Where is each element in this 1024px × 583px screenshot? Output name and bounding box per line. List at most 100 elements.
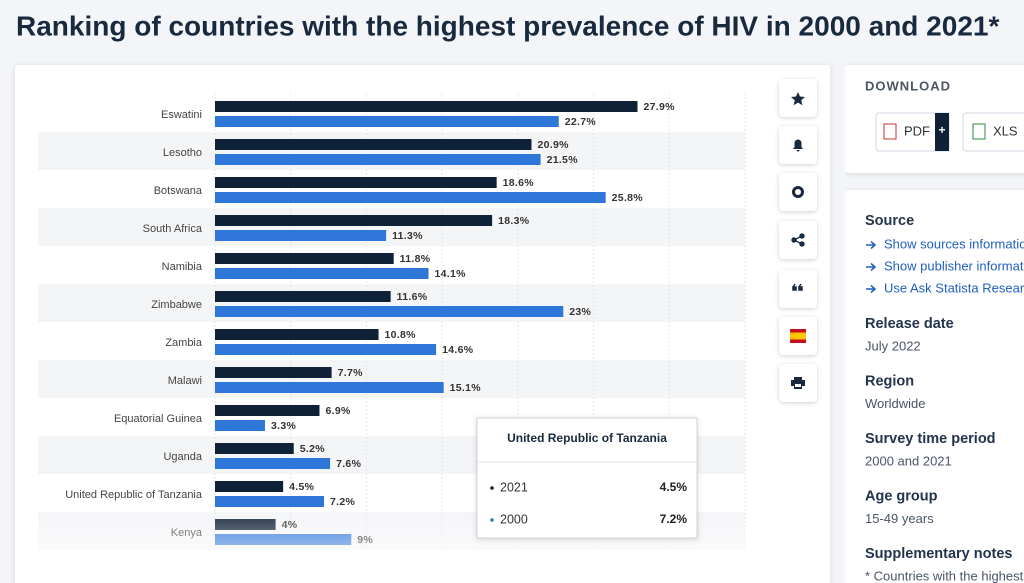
source-link[interactable]: Show publisher information bbox=[884, 258, 1024, 273]
value-label: 3.3% bbox=[271, 420, 296, 432]
value-label: 15.1% bbox=[450, 382, 482, 394]
share-button[interactable] bbox=[779, 221, 817, 259]
bar bbox=[215, 458, 331, 469]
value-label: 6.9% bbox=[325, 405, 350, 417]
value-label: 7.7% bbox=[338, 367, 363, 379]
bar bbox=[215, 253, 394, 264]
cite-button[interactable] bbox=[779, 270, 817, 308]
link-arrow bbox=[866, 240, 877, 250]
row-band bbox=[38, 208, 745, 246]
value-label: 11.8% bbox=[400, 253, 431, 265]
tooltip-box bbox=[476, 417, 698, 539]
value-label: 7.2% bbox=[330, 496, 355, 508]
category-label: Zambia bbox=[165, 337, 203, 349]
category-label: Uganda bbox=[163, 451, 202, 463]
print-icon-slot bbox=[795, 384, 801, 387]
tooltip-value: 7.2% bbox=[660, 512, 688, 526]
pdf-icon bbox=[883, 123, 897, 140]
xls-button[interactable] bbox=[962, 112, 1024, 152]
category-label: South Africa bbox=[143, 223, 203, 235]
category-label: Equatorial Guinea bbox=[114, 413, 203, 425]
bar bbox=[215, 116, 559, 127]
value-label: 10.8% bbox=[385, 329, 417, 341]
bell-icon bbox=[793, 139, 803, 152]
detail-heading: Survey time period bbox=[865, 431, 996, 447]
category-label: Eswatini bbox=[161, 109, 202, 121]
side-panel: DOWNLOAD PDF + XLS Source Show sources in… bbox=[845, 65, 1024, 583]
detail-heading: Release date bbox=[865, 316, 954, 332]
tooltip-value: 4.5% bbox=[660, 480, 688, 494]
detail-heading: Age group bbox=[865, 488, 938, 504]
bar bbox=[215, 367, 332, 378]
bar bbox=[215, 443, 294, 454]
value-label: 14.6% bbox=[442, 344, 474, 356]
tooltip-dot bbox=[490, 518, 494, 522]
pdf-badge[interactable] bbox=[935, 113, 949, 151]
gear-icon bbox=[792, 186, 804, 198]
category-label: Namibia bbox=[162, 261, 203, 273]
source-heading: Source bbox=[865, 213, 914, 229]
value-label: 5.2% bbox=[300, 443, 325, 455]
bar bbox=[215, 481, 284, 492]
value-label: 21.5% bbox=[547, 154, 579, 166]
tooltip-dot bbox=[490, 486, 494, 490]
details: Source Show sources information Show publi… bbox=[865, 213, 1024, 583]
detail-heading: Supplementary notes bbox=[865, 546, 1012, 562]
category-label: United Republic of Tanzania bbox=[65, 489, 203, 501]
bar bbox=[215, 154, 541, 165]
category-label: Zimbabwe bbox=[151, 299, 202, 311]
bar bbox=[215, 291, 391, 302]
tooltip-series: 2000 bbox=[500, 512, 528, 526]
value-label: 14.1% bbox=[435, 268, 467, 280]
star-icon bbox=[791, 92, 805, 106]
bar bbox=[215, 496, 325, 507]
detail-text: 2000 and 2021 bbox=[865, 453, 952, 468]
bar bbox=[215, 101, 638, 112]
detail-heading: Region bbox=[865, 373, 914, 389]
pdf-badge-label: + bbox=[938, 123, 945, 137]
bar bbox=[215, 420, 265, 431]
tooltip: United Republic of Tanzania 2021 4.5% 2000 7… bbox=[476, 417, 698, 539]
value-label: 11.3% bbox=[392, 230, 423, 242]
bar bbox=[215, 344, 437, 355]
share-icon bbox=[791, 233, 805, 247]
bar bbox=[215, 192, 606, 203]
value-label: 22.7% bbox=[565, 116, 597, 128]
download-heading: DOWNLOAD bbox=[865, 78, 951, 93]
bar bbox=[215, 230, 387, 241]
value-label: 20.9% bbox=[537, 139, 569, 151]
bar bbox=[215, 405, 320, 416]
print-icon bbox=[791, 377, 805, 389]
tooltip-series: 2021 bbox=[500, 480, 528, 494]
value-label: 11.6% bbox=[397, 291, 428, 303]
bar bbox=[215, 139, 532, 150]
link-arrow bbox=[866, 262, 877, 272]
bar bbox=[215, 268, 429, 279]
detail-text: Worldwide bbox=[865, 396, 925, 411]
detail-text: July 2022 bbox=[865, 338, 921, 353]
pdf-label: PDF bbox=[904, 123, 930, 138]
xls-label: XLS bbox=[993, 123, 1018, 138]
category-label: Malawi bbox=[168, 375, 202, 387]
value-label: 18.6% bbox=[503, 177, 535, 189]
source-link[interactable]: Show sources information bbox=[884, 236, 1024, 251]
category-label: Lesotho bbox=[163, 147, 202, 159]
settings-button[interactable] bbox=[779, 173, 817, 211]
details-card bbox=[845, 190, 1024, 583]
quote-icon bbox=[792, 283, 803, 291]
value-label: 23% bbox=[569, 306, 591, 318]
page-title: Ranking of countries with the highest pr… bbox=[16, 10, 999, 41]
link-arrow bbox=[866, 284, 877, 294]
value-label: 4.5% bbox=[289, 481, 314, 493]
bar bbox=[215, 329, 379, 340]
bar bbox=[215, 382, 444, 393]
value-label: 7.6% bbox=[336, 458, 361, 470]
xls-icon bbox=[972, 123, 986, 140]
value-label: 25.8% bbox=[612, 192, 644, 204]
source-link[interactable]: Use Ask Statista Research Service bbox=[884, 280, 1024, 295]
value-label: 27.9% bbox=[643, 101, 675, 113]
value-label: 18.3% bbox=[498, 215, 530, 227]
category-label: Botswana bbox=[154, 185, 203, 197]
